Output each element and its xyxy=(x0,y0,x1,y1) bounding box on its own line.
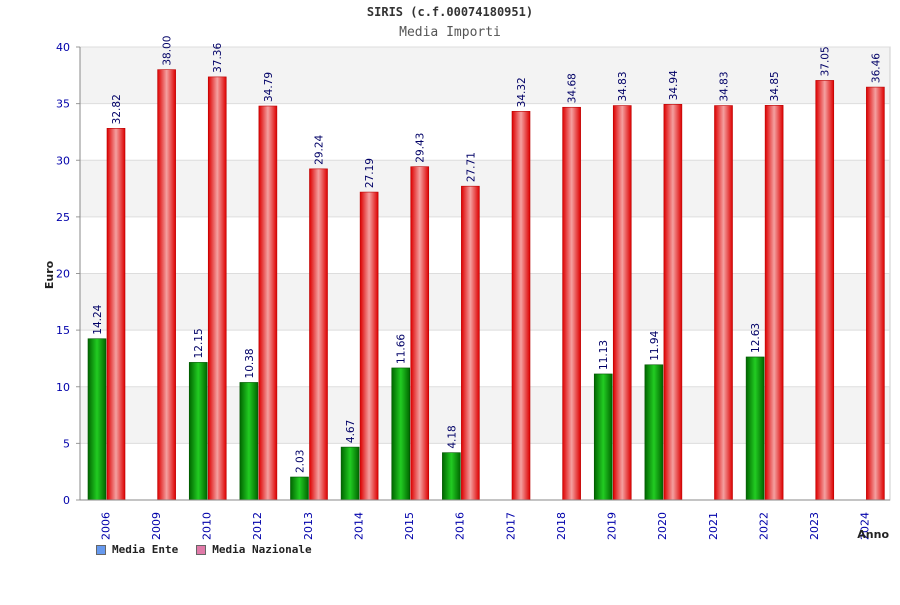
data-label: 2.03 xyxy=(295,450,307,473)
x-tick-label: 2024 xyxy=(859,512,872,540)
y-tick-label: 20 xyxy=(56,268,70,281)
bar-media-nazionale xyxy=(562,106,581,501)
data-label: 11.94 xyxy=(649,330,661,360)
data-labels: 14.24 32.82 38.00 12.15 37.36 10.38 34.79 2.03 2… xyxy=(92,36,882,473)
x-tick-label: 2006 xyxy=(99,512,112,540)
y-tick-label: 5 xyxy=(63,437,70,450)
data-label: 12.15 xyxy=(193,328,205,358)
data-label: 37.05 xyxy=(820,46,832,76)
x-axis-label: Anno xyxy=(857,528,889,541)
data-label: 34.83 xyxy=(617,71,629,101)
axes: 0 5 10 15 20 25 30 35 40 2006 2009 2010 2012 2013 2014… xyxy=(56,41,890,540)
legend-label: Media Ente xyxy=(112,543,179,556)
data-label: 4.18 xyxy=(446,425,458,448)
y-tick-label: 15 xyxy=(56,324,70,337)
data-label: 12.63 xyxy=(750,323,762,353)
x-tick-label: 2021 xyxy=(707,512,720,540)
bar-media-nazionale xyxy=(764,105,784,501)
bar-media-ente xyxy=(644,364,664,501)
bar-media-nazionale xyxy=(612,105,632,501)
data-label: 36.46 xyxy=(870,53,882,83)
bar-media-nazionale xyxy=(207,76,227,501)
data-label: 34.85 xyxy=(769,71,781,101)
data-label: 32.82 xyxy=(111,94,123,124)
data-label: 10.38 xyxy=(244,348,256,378)
x-tick-label: 2022 xyxy=(757,512,770,540)
x-tick-label: 2010 xyxy=(201,512,214,540)
y-tick-label: 30 xyxy=(56,154,70,167)
bar-media-nazionale xyxy=(258,105,278,501)
y-axis-label: Euro xyxy=(43,260,56,289)
data-label: 37.36 xyxy=(212,43,224,73)
x-tick-label: 2013 xyxy=(302,512,315,540)
bar-media-ente xyxy=(442,452,461,501)
bar-media-ente xyxy=(87,338,107,501)
bar-media-ente xyxy=(745,356,765,501)
legend-swatch xyxy=(96,544,106,555)
chart-subtitle: Media Importi xyxy=(399,25,501,40)
x-tick-label: 2016 xyxy=(454,512,467,540)
x-tick-label: 2009 xyxy=(150,512,163,540)
data-label: 34.32 xyxy=(516,77,528,107)
bar-media-nazionale xyxy=(866,86,885,501)
data-label: 27.19 xyxy=(364,158,376,188)
bar-media-nazionale xyxy=(410,166,430,501)
bar-media-ente xyxy=(391,367,411,501)
data-label: 38.00 xyxy=(162,36,174,66)
chart-title: SIRIS (c.f.00074180951) xyxy=(366,5,534,19)
data-label: 11.66 xyxy=(396,334,408,364)
y-tick-label: 35 xyxy=(56,98,70,111)
data-label: 34.83 xyxy=(719,71,731,101)
bar-media-nazionale xyxy=(309,168,328,501)
legend-item-media-ente: Media Ente xyxy=(96,543,178,556)
x-tick-label: 2019 xyxy=(606,512,619,540)
bar-media-nazionale xyxy=(157,69,176,501)
data-label: 14.24 xyxy=(92,304,104,334)
y-tick-label: 0 xyxy=(63,494,70,507)
bar-media-nazionale xyxy=(106,128,126,501)
data-label: 34.94 xyxy=(668,70,680,100)
bar-media-nazionale xyxy=(359,191,379,501)
x-tick-label: 2015 xyxy=(403,512,416,540)
data-label: 27.71 xyxy=(465,152,477,182)
data-label: 34.68 xyxy=(567,73,579,103)
x-tick-label: 2023 xyxy=(808,512,821,540)
y-tick-label: 10 xyxy=(56,381,70,394)
bar-media-ente xyxy=(239,382,259,501)
data-label: 29.24 xyxy=(314,134,326,164)
x-tick-label: 2014 xyxy=(352,512,365,540)
bar-media-nazionale xyxy=(815,80,835,501)
data-label: 4.67 xyxy=(345,420,357,443)
bar-media-nazionale xyxy=(511,111,531,501)
legend: Media Ente Media Nazionale xyxy=(96,543,312,556)
x-tick-label: 2017 xyxy=(504,512,517,540)
bar-media-ente xyxy=(290,476,309,501)
bar-media-ente xyxy=(340,446,360,501)
bar-media-ente xyxy=(188,362,208,501)
x-tick-label: 2018 xyxy=(555,512,568,540)
y-tick-label: 25 xyxy=(56,211,70,224)
bar-media-ente xyxy=(593,373,613,501)
y-tick-label: 40 xyxy=(56,41,70,54)
legend-swatch xyxy=(196,544,207,555)
data-label: 29.43 xyxy=(415,133,427,163)
bar-media-nazionale xyxy=(714,105,733,501)
data-label: 34.79 xyxy=(263,72,275,102)
x-tick-label: 2012 xyxy=(251,512,264,540)
bars-layer xyxy=(87,69,885,501)
bar-media-nazionale xyxy=(461,185,480,501)
legend-item-media-nazionale: Media Nazionale xyxy=(196,543,312,556)
x-tick-label: 2020 xyxy=(656,512,669,540)
data-label: 11.13 xyxy=(598,340,610,370)
legend-label: Media Nazionale xyxy=(212,543,312,556)
bar-media-nazionale xyxy=(663,104,683,501)
